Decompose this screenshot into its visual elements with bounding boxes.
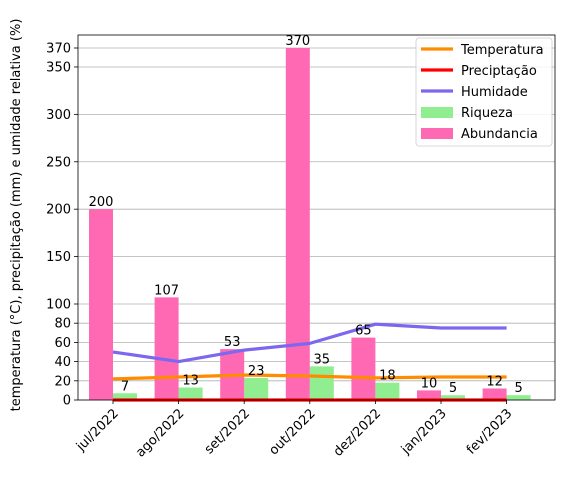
data-label-abundancia: 370 bbox=[285, 34, 310, 49]
y-tick-label: 350 bbox=[46, 60, 71, 75]
bar-abundancia bbox=[483, 388, 507, 400]
data-label-abundancia: 200 bbox=[89, 195, 114, 210]
legend-label: Humidade bbox=[461, 85, 528, 100]
y-tick-label: 60 bbox=[54, 336, 71, 351]
bar-abundancia bbox=[286, 48, 310, 400]
bar-riqueza bbox=[244, 378, 268, 400]
y-tick-label: 300 bbox=[46, 108, 71, 123]
data-label-riqueza: 18 bbox=[379, 369, 396, 384]
data-label-riqueza: 23 bbox=[248, 364, 265, 379]
legend-label: Temperatura bbox=[460, 43, 544, 58]
bar-abundancia bbox=[351, 338, 375, 400]
legend-label: Riqueza bbox=[461, 106, 513, 121]
data-label-riqueza: 7 bbox=[121, 379, 129, 394]
legend-swatch-abundancia bbox=[421, 128, 453, 139]
data-label-riqueza: 5 bbox=[449, 381, 457, 396]
y-tick-label: 80 bbox=[54, 317, 71, 332]
x-tick-label: set/2022 bbox=[202, 406, 253, 457]
legend-label: Abundancia bbox=[461, 127, 538, 142]
y-tick-label: 100 bbox=[46, 298, 71, 313]
bar-riqueza bbox=[375, 383, 399, 400]
y-tick-label: 250 bbox=[46, 155, 71, 170]
legend-swatch-riqueza bbox=[421, 107, 453, 118]
y-axis-label: temperatura (°C), precipitação (mm) e um… bbox=[9, 19, 24, 412]
x-tick-label: out/2022 bbox=[266, 406, 318, 458]
y-tick-label: 150 bbox=[46, 250, 71, 265]
x-tick-label: jan/2023 bbox=[398, 406, 450, 458]
y-tick-label: 370 bbox=[46, 42, 71, 57]
y-tick-label: 40 bbox=[54, 355, 71, 370]
data-label-abundancia: 107 bbox=[154, 283, 179, 298]
data-label-abundancia: 10 bbox=[421, 376, 438, 391]
y-tick-label: 0 bbox=[63, 394, 71, 409]
x-tick-label: dez/2022 bbox=[331, 406, 384, 459]
x-tick-label: jul/2022 bbox=[73, 406, 122, 455]
bar-riqueza bbox=[179, 388, 203, 400]
x-tick-label: ago/2022 bbox=[133, 406, 187, 460]
bar-abundancia bbox=[89, 209, 113, 400]
y-tick-label: 20 bbox=[54, 374, 71, 389]
legend: Temperatura Preciptação Humidade Riqueza Abu… bbox=[416, 38, 552, 146]
data-label-abundancia: 53 bbox=[224, 335, 241, 350]
data-label-riqueza: 35 bbox=[314, 352, 331, 367]
bar-riqueza bbox=[310, 366, 334, 400]
data-label-riqueza: 13 bbox=[182, 374, 199, 389]
y-tick-label: 200 bbox=[46, 203, 71, 218]
bar-abundancia bbox=[155, 297, 179, 400]
legend-label: Preciptação bbox=[461, 64, 537, 79]
data-label-riqueza: 5 bbox=[514, 381, 522, 396]
x-tick-label: fev/2023 bbox=[464, 406, 515, 457]
data-label-abundancia: 12 bbox=[486, 374, 503, 389]
data-label-abundancia: 65 bbox=[355, 324, 372, 339]
